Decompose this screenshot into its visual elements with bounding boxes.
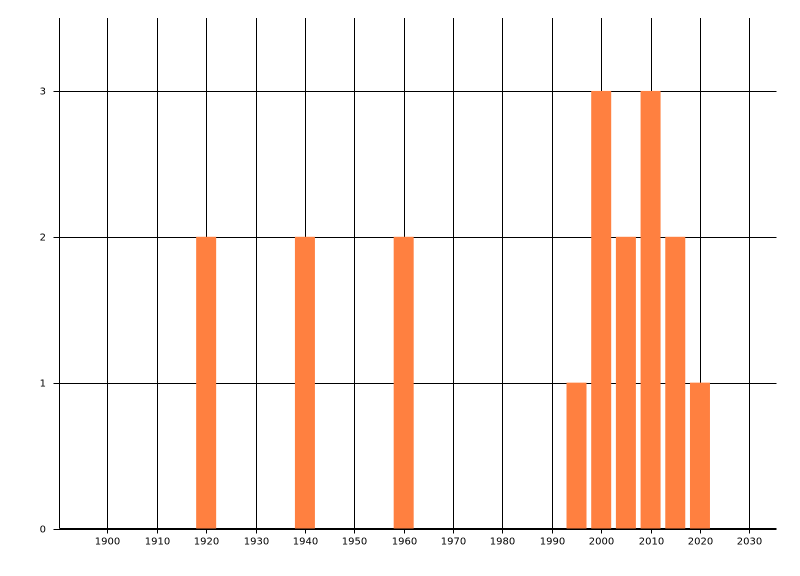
x-tick-label: 1960	[392, 537, 417, 548]
x-tick-label: 2010	[639, 537, 664, 548]
bar	[393, 236, 414, 529]
bar	[615, 236, 636, 529]
bar	[640, 90, 661, 529]
x-tick-label: 2020	[688, 537, 713, 548]
x-tick-label: 1980	[490, 537, 515, 548]
x-tick-label: 1900	[95, 537, 120, 548]
y-tick-label: 3	[40, 87, 46, 98]
bar	[591, 90, 612, 529]
x-tick-label: 1950	[342, 537, 367, 548]
y-tick-label: 1	[40, 379, 46, 390]
bar	[689, 382, 710, 529]
x-tick-label: 1920	[194, 537, 219, 548]
y-tick-label: 2	[40, 233, 46, 244]
bar	[294, 236, 315, 529]
x-tick-label: 1970	[441, 537, 466, 548]
bar	[566, 382, 587, 529]
bar	[196, 236, 217, 529]
x-tick-label: 1930	[244, 537, 269, 548]
x-tick-label: 2000	[589, 537, 614, 548]
x-tick-label: 2030	[737, 537, 762, 548]
bar	[665, 236, 686, 529]
x-tick-label: 1940	[293, 537, 318, 548]
y-tick-label: 0	[40, 525, 46, 536]
x-tick-label: 1990	[540, 537, 565, 548]
x-tick-label: 1910	[145, 537, 170, 548]
